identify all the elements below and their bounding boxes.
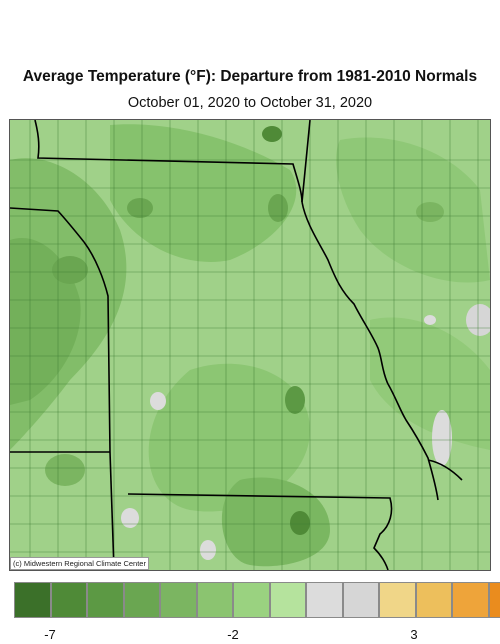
legend-tick-label: 3 bbox=[410, 627, 418, 642]
spot-northwest bbox=[127, 198, 153, 218]
legend-swatch bbox=[269, 582, 306, 618]
border-kansas-missouri bbox=[83, 241, 111, 453]
color-legend bbox=[14, 582, 500, 618]
darker-region-central bbox=[148, 363, 310, 512]
border-kentucky-tennessee bbox=[427, 459, 463, 481]
legend-swatch bbox=[123, 582, 160, 618]
darker-region-south bbox=[221, 477, 330, 567]
legend-swatch bbox=[342, 582, 379, 618]
spot-central bbox=[285, 386, 305, 414]
credit-label: (c) Midwestern Regional Climate Center bbox=[10, 557, 149, 570]
legend-swatch bbox=[488, 582, 500, 618]
border-mississippi-river bbox=[301, 201, 439, 501]
legend-swatch bbox=[452, 582, 489, 618]
legend-swatch bbox=[379, 582, 416, 618]
region-northeast bbox=[336, 137, 490, 283]
normal-area-1 bbox=[150, 392, 166, 410]
darker-region-north bbox=[110, 124, 297, 262]
spot-north bbox=[262, 126, 282, 142]
spot-south bbox=[290, 511, 310, 535]
temperature-departure-map bbox=[9, 119, 491, 571]
border-kansas-nebraska bbox=[10, 207, 85, 243]
map-title: Average Temperature (°F): Departure from… bbox=[22, 68, 478, 85]
legend-tick-label: -7 bbox=[44, 627, 56, 642]
border-iowa-illinois bbox=[301, 120, 311, 203]
spot-southwest bbox=[45, 454, 85, 486]
legend-swatch bbox=[415, 582, 452, 618]
normal-area-2 bbox=[121, 508, 139, 528]
map-subtitle: October 01, 2020 to October 31, 2020 bbox=[127, 95, 373, 111]
normal-area-east bbox=[432, 410, 452, 466]
legend-swatch bbox=[160, 582, 197, 618]
legend-swatch bbox=[306, 582, 343, 618]
spot-west bbox=[52, 256, 88, 284]
border-oklahoma-arkansas bbox=[109, 451, 115, 570]
spot-north-central bbox=[268, 194, 288, 222]
legend-swatch bbox=[196, 582, 233, 618]
legend-swatch bbox=[14, 582, 51, 618]
legend-swatch bbox=[233, 582, 270, 618]
spot-northeast bbox=[416, 202, 444, 222]
normal-area-3 bbox=[200, 540, 216, 560]
legend-swatch bbox=[50, 582, 87, 618]
legend-swatch bbox=[87, 582, 124, 618]
border-iowa-missouri bbox=[34, 120, 303, 203]
state-borders bbox=[10, 120, 463, 570]
normal-area-4 bbox=[424, 315, 436, 325]
map-canvas bbox=[10, 120, 490, 570]
border-missouri-arkansas bbox=[127, 493, 393, 570]
legend-tick-label: -2 bbox=[227, 627, 239, 642]
county-lines bbox=[10, 120, 490, 570]
